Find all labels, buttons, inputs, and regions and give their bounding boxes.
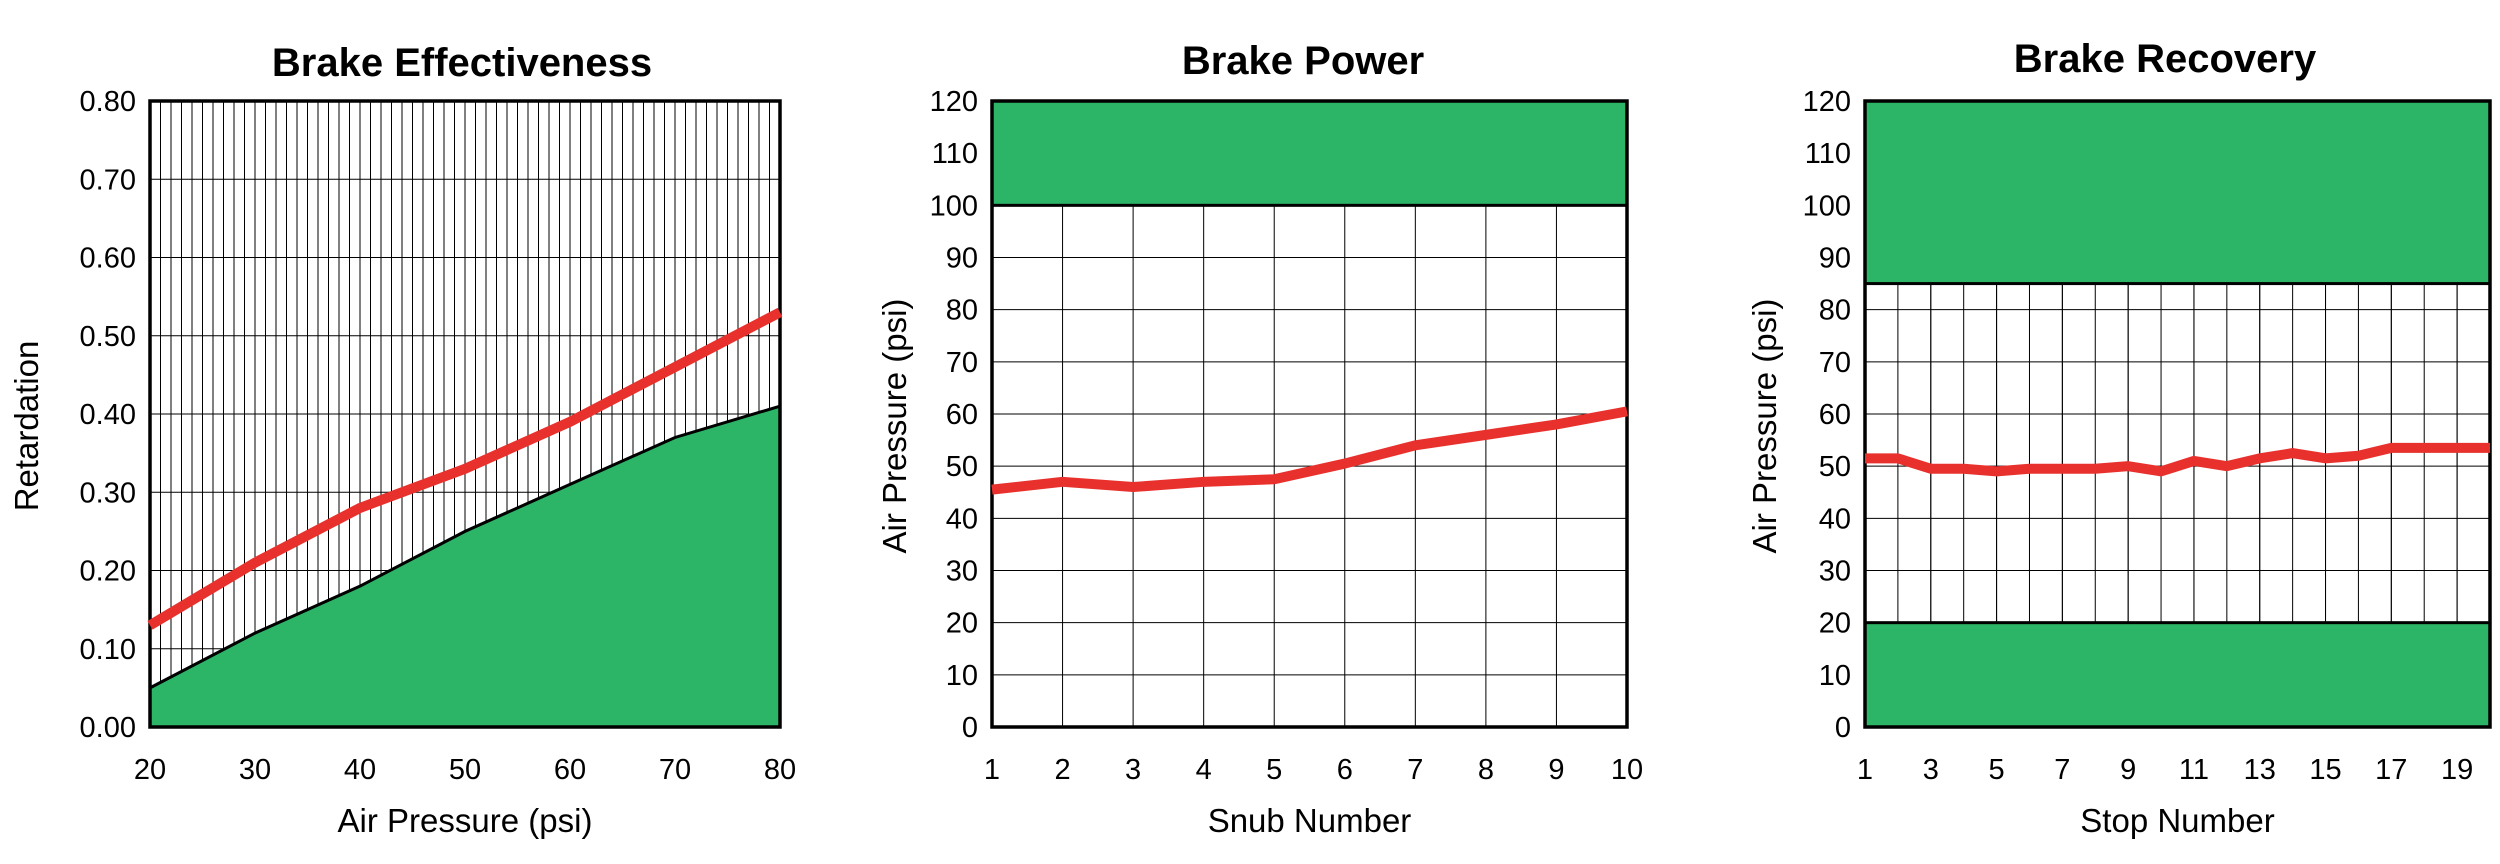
y-tick-label: 70 — [1819, 347, 1851, 379]
series-line — [1865, 442, 2490, 477]
y-tick-label: 30 — [1819, 556, 1851, 588]
series-line — [991, 406, 1628, 495]
y-tick-label: 50 — [946, 451, 978, 483]
target-band — [1863, 99, 2492, 286]
y-tick-label: 10 — [1819, 660, 1851, 692]
x-tick-label: 70 — [659, 754, 691, 786]
y-axis-label: Air Pressure (psi) — [1746, 299, 1783, 554]
y-tick-label: 90 — [946, 243, 978, 275]
chart-panel-1: 0.00 0.10 0.20 0.30 0.40 0.50 0.60 0.70 0.80 20 30… — [8, 41, 796, 839]
y-tick-label: 100 — [930, 190, 978, 222]
y-tick-label: 30 — [946, 556, 978, 588]
x-tick-label: 13 — [2244, 754, 2276, 786]
x-tick-label: 11 — [2179, 754, 2209, 786]
y-tick-label: 80 — [946, 295, 978, 327]
x-tick-label: 1 — [984, 754, 1000, 786]
y-tick-label: 0 — [1835, 712, 1851, 744]
y-tick-label: 120 — [1803, 86, 1851, 118]
y-tick-label: 0.80 — [80, 86, 136, 118]
y-tick-label: 0 — [962, 712, 978, 744]
x-tick-label: 7 — [2054, 754, 2070, 786]
x-tick-label: 4 — [1196, 754, 1212, 786]
chart-panel-2: 0 10 20 30 40 50 60 70 80 90 100 110 120 1 2 3 4 5 6 7 8 9 10 B… — [876, 39, 1643, 839]
chart-title: Brake Recovery — [2014, 37, 2317, 81]
y-tick-label: 90 — [1819, 243, 1851, 275]
x-tick-label: 1 — [1857, 754, 1873, 786]
y-tick-label: 0.70 — [80, 164, 136, 196]
x-tick-label: 9 — [1548, 754, 1564, 786]
y-tick-label: 100 — [1803, 190, 1851, 222]
x-tick-label: 50 — [449, 754, 481, 786]
y-tick-label: 40 — [946, 503, 978, 535]
x-tick-label: 8 — [1478, 754, 1494, 786]
x-tick-label: 3 — [1923, 754, 1939, 786]
shaded-area-edge — [149, 404, 781, 690]
x-axis-label: Snub Number — [1208, 802, 1412, 839]
x-tick-label: 5 — [1989, 754, 2005, 786]
x-tick-label: 15 — [2309, 754, 2341, 786]
y-tick-label: 0.10 — [80, 634, 136, 666]
y-tick-label: 110 — [1805, 138, 1851, 170]
y-tick-label: 20 — [946, 608, 978, 640]
target-band — [990, 99, 1629, 207]
y-tick-label: 40 — [1819, 503, 1851, 535]
plot-border — [148, 99, 782, 729]
y-tick-label: 120 — [930, 86, 978, 118]
y-tick-label: 0.00 — [80, 712, 136, 744]
y-tick-label: 0.50 — [80, 321, 136, 353]
y-tick-label: 0.60 — [80, 243, 136, 275]
y-tick-label: 10 — [946, 660, 978, 692]
plot-border — [1863, 99, 2492, 729]
x-tick-label: 6 — [1337, 754, 1353, 786]
x-tick-label: 60 — [554, 754, 586, 786]
x-tick-label: 17 — [2375, 754, 2407, 786]
x-tick-label: 7 — [1407, 754, 1423, 786]
target-band — [1863, 621, 2492, 729]
shaded-area — [150, 406, 780, 727]
y-tick-label: 0.30 — [80, 477, 136, 509]
chart-title: Brake Effectiveness — [272, 41, 652, 85]
x-tick-label: 9 — [2120, 754, 2136, 786]
y-tick-label: 80 — [1819, 295, 1851, 327]
y-tick-label: 50 — [1819, 451, 1851, 483]
x-tick-label: 10 — [1611, 754, 1643, 786]
x-tick-label: 3 — [1125, 754, 1141, 786]
y-tick-label: 0.40 — [80, 399, 136, 431]
y-axis-label: Air Pressure (psi) — [876, 299, 913, 554]
x-tick-label: 80 — [764, 754, 796, 786]
y-axis-label: Retardation — [8, 341, 45, 512]
x-tick-label: 19 — [2441, 754, 2473, 786]
y-tick-label: 60 — [946, 399, 978, 431]
y-tick-label: 70 — [946, 347, 978, 379]
x-tick-label: 20 — [134, 754, 166, 786]
y-tick-label: 110 — [932, 138, 978, 170]
x-tick-label: 30 — [239, 754, 271, 786]
x-axis-label: Stop Number — [2080, 802, 2274, 839]
y-tick-label: 0.20 — [80, 556, 136, 588]
x-tick-label: 5 — [1266, 754, 1282, 786]
x-axis-label: Air Pressure (psi) — [338, 802, 593, 839]
chart-title: Brake Power — [1182, 39, 1424, 83]
x-tick-label: 2 — [1054, 754, 1070, 786]
y-tick-label: 20 — [1819, 608, 1851, 640]
x-tick-label: 40 — [344, 754, 376, 786]
y-tick-label: 60 — [1819, 399, 1851, 431]
